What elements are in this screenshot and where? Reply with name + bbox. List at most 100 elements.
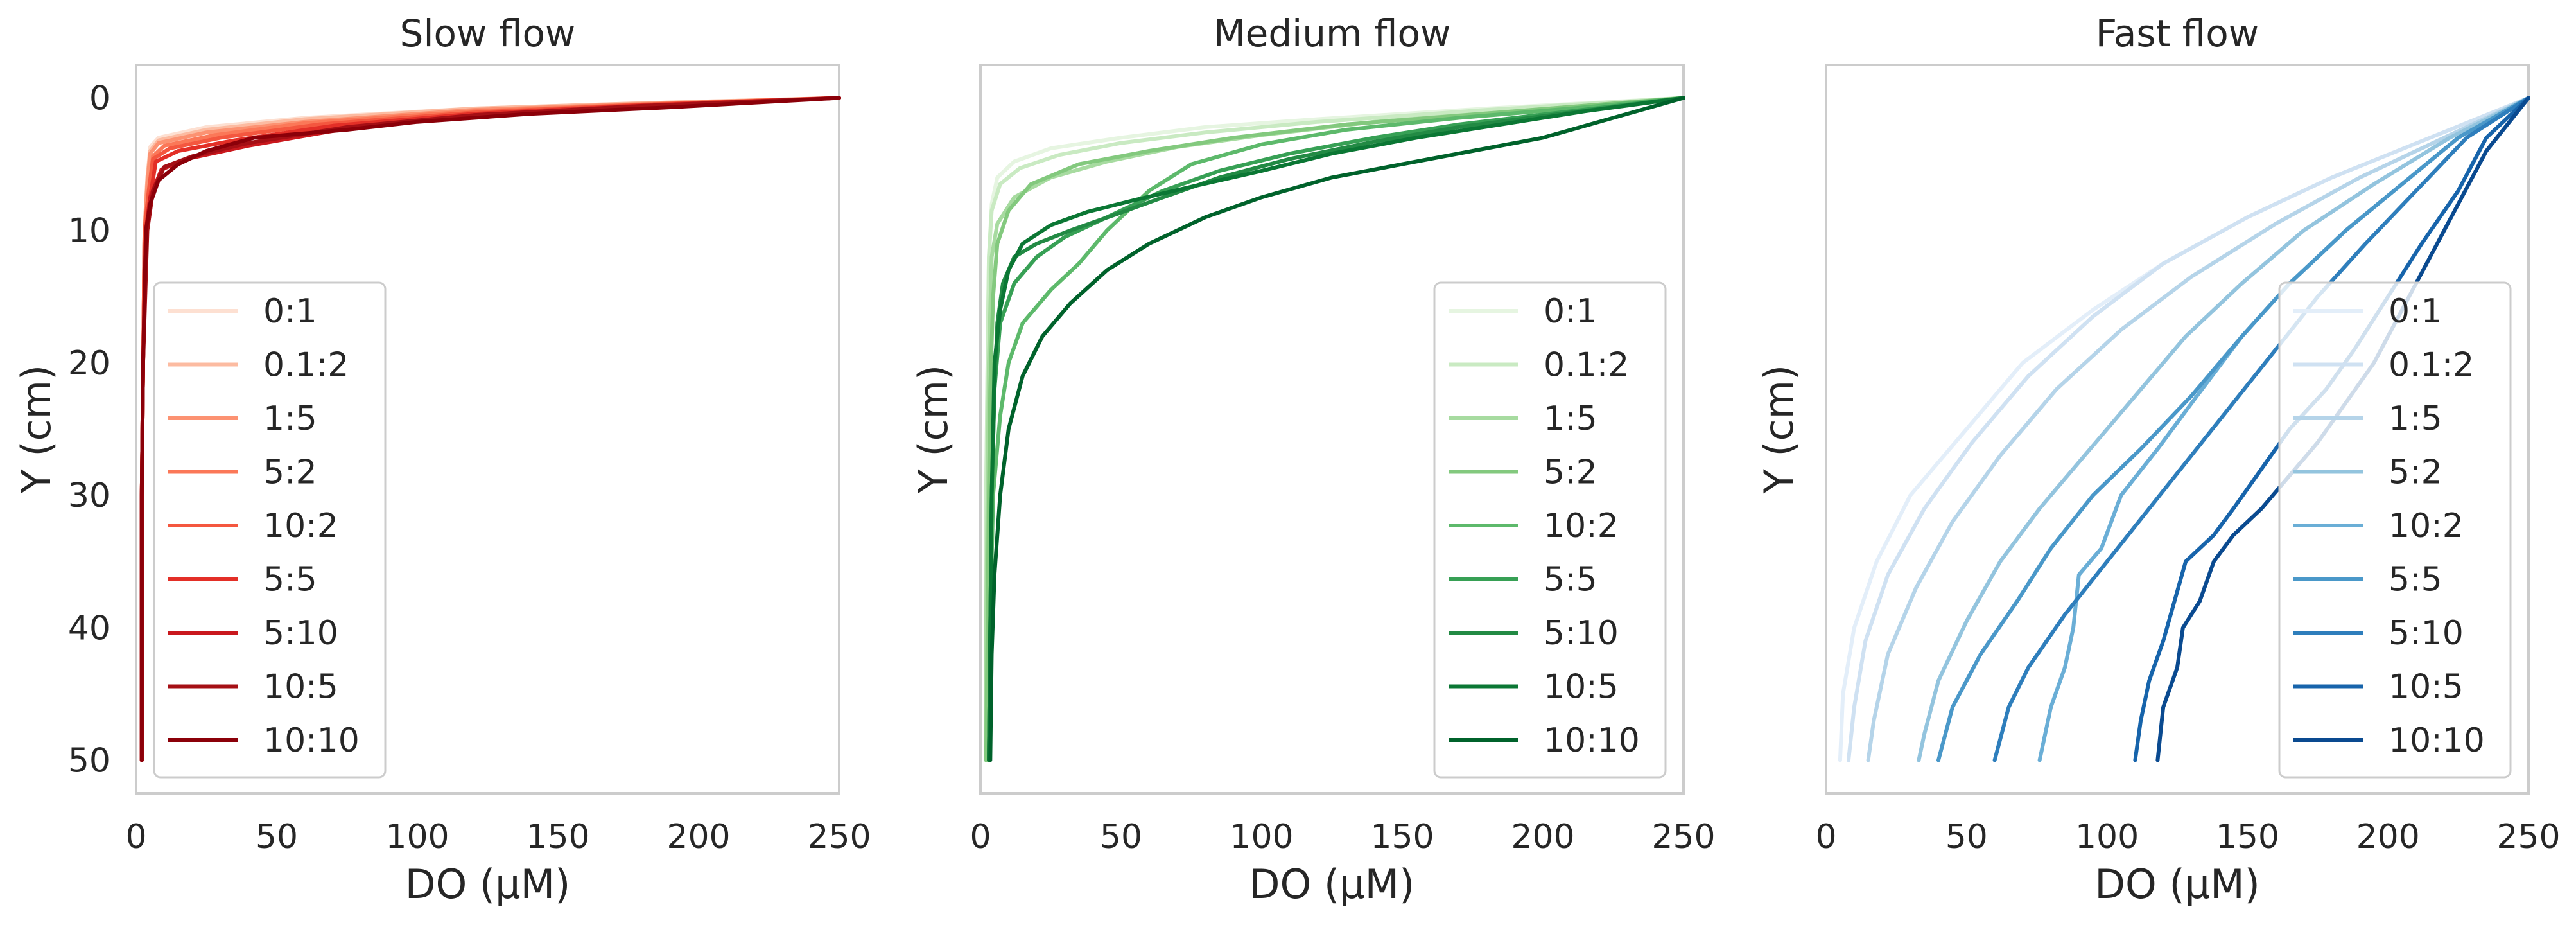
x-tick-label: 100 — [1230, 818, 1293, 856]
legend-label: 5:10 — [1544, 614, 1619, 653]
legend-label: 5:10 — [263, 614, 338, 653]
y-tick-label: 40 — [68, 609, 110, 648]
x-tick-label: 150 — [1370, 818, 1434, 856]
legend-item: 1:5 — [2293, 400, 2442, 438]
series-line-1-5 — [1866, 96, 2530, 762]
legend-item: 10:2 — [1449, 507, 1619, 545]
legend-item: 5:10 — [2293, 614, 2464, 653]
series-line-0-1-2 — [1847, 96, 2530, 762]
x-axis-label: DO (μM) — [405, 861, 571, 908]
legend-item: 10:2 — [168, 507, 338, 545]
chart-panel-3: Fast flow 0 50 100 150 200 250 DO (μM) Y (cm) 0:1… — [1755, 12, 2561, 908]
y-tick-label: 10 — [68, 212, 110, 251]
series-line-5-10 — [1992, 96, 2530, 762]
legend-item: 0.1:2 — [2293, 346, 2474, 385]
legend-label: 5:5 — [263, 561, 317, 599]
legend-item: 10:5 — [2293, 668, 2464, 707]
series-line-10-2 — [987, 96, 1685, 762]
x-tick-label: 150 — [2216, 818, 2279, 856]
legend-label: 0:1 — [1544, 292, 1597, 331]
legend-label: 1:5 — [263, 400, 317, 438]
legend-item: 0:1 — [1449, 292, 1597, 331]
legend: 0:1 0.1:2 1:5 5:2 10:2 5:5 5:10 10:5 10:10 — [153, 281, 387, 779]
legend-item: 10:10 — [1449, 721, 1640, 760]
x-tick-label: 150 — [526, 818, 589, 856]
series-line-10-5 — [987, 96, 1685, 762]
legend-label: 0.1:2 — [1544, 346, 1629, 385]
legend-item: 5:2 — [2293, 454, 2442, 492]
chart-title: Medium flow — [1214, 12, 1451, 55]
series-line-5-2 — [984, 96, 1685, 762]
y-axis-label: Y (cm) — [910, 365, 957, 494]
legend-item: 5:10 — [168, 614, 338, 653]
legend-item: 1:5 — [168, 400, 317, 438]
legend-item: 5:5 — [2293, 561, 2442, 599]
x-tick-label: 100 — [2075, 818, 2139, 856]
y-tick-label: 20 — [68, 344, 110, 383]
x-tick-label: 50 — [1945, 818, 1988, 856]
legend-item: 10:5 — [168, 668, 338, 707]
legend-label: 10:10 — [1544, 721, 1640, 760]
y-tick-label: 50 — [68, 741, 110, 780]
legend-label: 10:10 — [263, 721, 360, 760]
x-axis-label: DO (μM) — [2094, 861, 2260, 908]
legend-label: 5:2 — [263, 454, 317, 492]
legend-label: 10:2 — [1544, 507, 1619, 545]
legend-label: 10:2 — [263, 507, 338, 545]
x-tick-label: 250 — [1651, 818, 1715, 856]
x-tick-label: 200 — [1511, 818, 1574, 856]
chart-title: Slow flow — [400, 12, 576, 55]
y-tick-label: 0 — [89, 80, 110, 118]
legend: 0:1 0.1:2 1:5 5:2 10:2 5:5 5:10 10:5 10:10 — [1433, 281, 1667, 779]
legend-label: 5:5 — [1544, 561, 1597, 599]
legend-item: 5:2 — [1449, 454, 1597, 492]
legend-label: 0.1:2 — [263, 346, 349, 385]
legend-item: 5:5 — [1449, 561, 1597, 599]
series-line-10-10 — [988, 96, 1685, 762]
series-line-10-5 — [2133, 96, 2530, 762]
series-lines — [1838, 96, 2530, 762]
legend-item: 0:1 — [168, 292, 317, 331]
y-axis-label: Y (cm) — [1755, 365, 1802, 494]
series-lines — [984, 96, 1685, 762]
series-line-5-2 — [1917, 96, 2530, 762]
legend-label: 0:1 — [2389, 292, 2442, 331]
legend-label: 1:5 — [1544, 400, 1597, 438]
legend-label: 0:1 — [263, 292, 317, 331]
legend-item: 5:10 — [1449, 614, 1619, 653]
legend-item: 5:5 — [168, 561, 317, 599]
x-axis-label: DO (μM) — [1249, 861, 1415, 908]
legend-label: 5:2 — [2389, 454, 2442, 492]
series-line-5-5 — [1936, 96, 2530, 762]
legend-label: 10:5 — [1544, 668, 1619, 707]
y-axis-label: Y (cm) — [13, 365, 60, 494]
legend-label: 10:5 — [2389, 668, 2464, 707]
legend-label: 0.1:2 — [2389, 346, 2474, 385]
series-lines — [139, 96, 841, 762]
y-tick-label: 30 — [68, 477, 110, 515]
x-tick-label: 50 — [256, 818, 298, 856]
x-tick-label: 200 — [2356, 818, 2420, 856]
legend-box — [153, 281, 387, 779]
legend-item: 10:10 — [168, 721, 360, 760]
legend-item: 10:10 — [2293, 721, 2485, 760]
legend-label: 10:2 — [2389, 507, 2464, 545]
legend-label: 1:5 — [2389, 400, 2442, 438]
legend-item: 5:2 — [168, 454, 317, 492]
legend-label: 5:5 — [2389, 561, 2442, 599]
legend-item: 1:5 — [1449, 400, 1597, 438]
x-tick-label: 200 — [666, 818, 730, 856]
legend-label: 5:10 — [2389, 614, 2464, 653]
chart-title: Fast flow — [2096, 12, 2259, 55]
legend-label: 5:2 — [1544, 454, 1597, 492]
series-line-10-10 — [139, 96, 841, 762]
chart-panel-1: Slow flow 0 50 100 150 200 250 DO (μM) 0 10 20 30 40… — [13, 12, 871, 908]
legend-item: 10:2 — [2293, 507, 2464, 545]
legend-box — [2278, 281, 2512, 779]
x-tick-label: 100 — [385, 818, 449, 856]
legend-item: 0:1 — [2293, 292, 2442, 331]
x-tick-label: 250 — [2496, 818, 2560, 856]
legend-box — [1433, 281, 1667, 779]
x-tick-label: 250 — [807, 818, 871, 856]
